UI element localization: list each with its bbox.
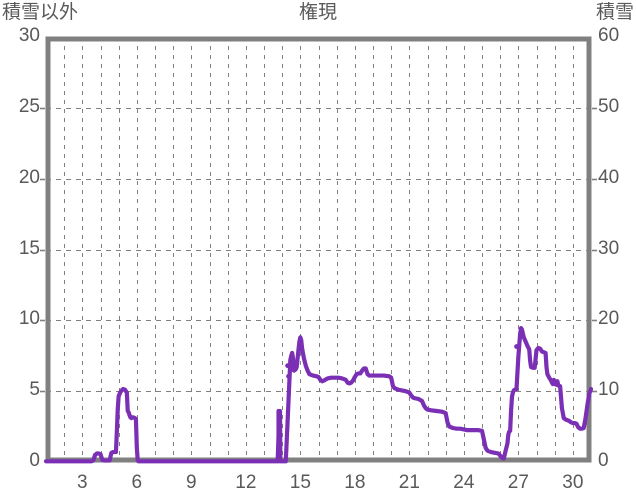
right-axis-title: 積雪 [595, 2, 634, 23]
left-tick-5: 5 [29, 379, 40, 401]
left-tick-0: 0 [29, 450, 40, 471]
plot-frame [45, 36, 592, 463]
page-title: 権現 [298, 2, 337, 23]
x-tick-18: 18 [344, 472, 366, 493]
vertical-gridlines [64, 37, 574, 462]
left-tick-20: 20 [18, 166, 40, 188]
left-tick-15: 15 [18, 237, 40, 259]
right-tick-20: 20 [598, 308, 620, 330]
right-tick-0: 0 [598, 450, 609, 471]
x-tick-6: 6 [131, 472, 143, 493]
x-tick-3: 3 [77, 472, 88, 493]
x-tick-21: 21 [398, 472, 420, 493]
x-tick-15: 15 [289, 472, 311, 493]
right-tick-50: 50 [598, 95, 620, 117]
right-tick-60: 60 [598, 25, 620, 46]
left-tick-10: 10 [18, 308, 40, 330]
x-tick-27: 27 [507, 472, 529, 493]
right-tick-40: 40 [598, 166, 620, 188]
x-tick-12: 12 [235, 472, 257, 493]
left-tick-30: 30 [18, 25, 40, 46]
left-tick-marks [40, 107, 45, 393]
left-axis-title: 積雪以外 [2, 2, 79, 23]
left-tick-25: 25 [18, 95, 40, 117]
x-tick-24: 24 [453, 472, 475, 493]
right-tick-10: 10 [598, 379, 620, 401]
x-tick-9: 9 [186, 472, 197, 493]
x-tick-30: 30 [562, 472, 584, 493]
horizontal-gridlines [46, 108, 591, 392]
data-series [43, 326, 594, 464]
right-tick-marks [592, 107, 597, 393]
right-tick-30: 30 [598, 237, 620, 259]
